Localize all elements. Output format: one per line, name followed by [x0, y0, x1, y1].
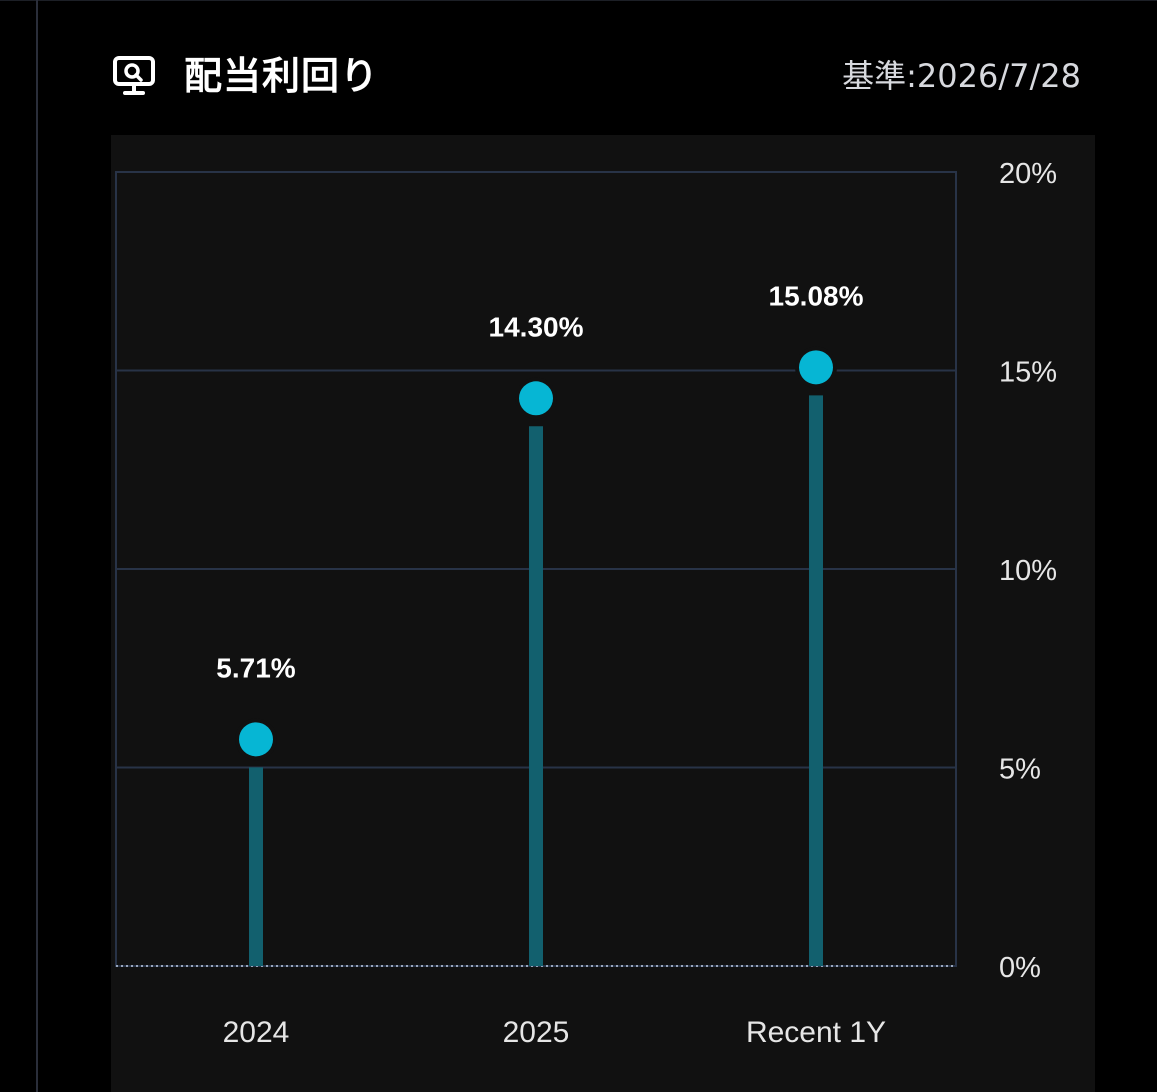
data-point: [519, 381, 553, 416]
data-label: 5.71%: [216, 652, 295, 683]
monitor-chart-icon: [110, 52, 158, 100]
x-tick-label: Recent 1Y: [746, 1016, 886, 1049]
lollipop-chart: 0% 5% 10% 15% 20% 5.71% 2024 14.30% 2025 15.08% Re…: [115, 158, 1057, 1049]
data-point: [239, 722, 273, 757]
chart-title: 配当利回り: [184, 54, 380, 98]
data-point: [799, 350, 833, 385]
chart-panel: 0% 5% 10% 15% 20% 5.71% 2024 14.30% 2025 15.08% Re…: [111, 135, 1095, 1092]
y-tick-label: 10%: [999, 555, 1057, 587]
x-tick-label: 2025: [503, 1016, 570, 1049]
left-border: [36, 0, 38, 1092]
x-tick-label: 2024: [223, 1016, 290, 1049]
y-tick-label: 5%: [999, 754, 1041, 786]
y-tick-label: 15%: [999, 357, 1057, 389]
card-header: 配当利回り 基準:2026/7/28: [110, 48, 1085, 104]
data-label: 14.30%: [489, 311, 584, 342]
y-tick-label: 0%: [999, 952, 1041, 984]
y-tick-label: 20%: [999, 158, 1057, 190]
data-label: 15.08%: [769, 280, 864, 311]
as-of-date: 基準:2026/7/28: [842, 57, 1081, 95]
top-border: [0, 0, 1157, 1]
